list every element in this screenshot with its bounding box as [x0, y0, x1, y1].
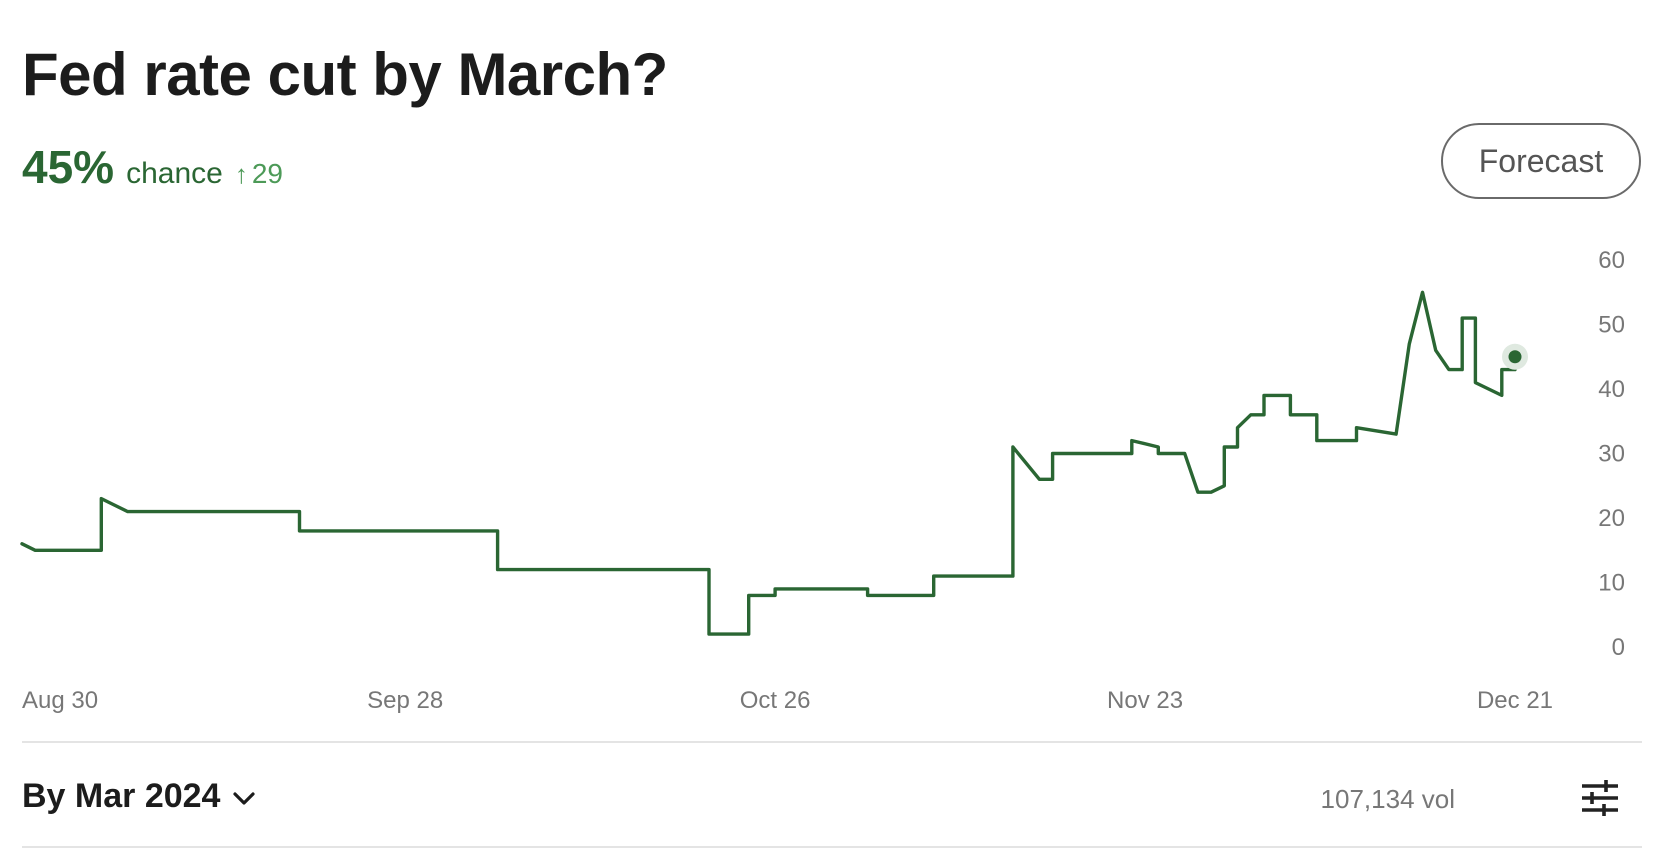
- x-tick-label: Sep 28: [367, 687, 443, 714]
- y-tick-label: 60: [1598, 247, 1625, 274]
- probability-line-chart: 0 10 20 30 40 50 60 Aug 30 Sep 28 Oct 26 Nov 23 Dec…: [20, 247, 1625, 714]
- chevron-down-icon: [232, 777, 256, 816]
- sliders-icon[interactable]: [1580, 778, 1620, 823]
- forecast-button[interactable]: Forecast: [1441, 123, 1641, 199]
- probability-change-value: 29: [251, 158, 283, 189]
- x-tick-label: Nov 23: [1107, 687, 1183, 714]
- y-tick-label: 0: [1612, 634, 1625, 661]
- y-tick-label: 20: [1598, 505, 1625, 532]
- probability-label: chance: [126, 157, 223, 190]
- arrow-up-icon: ↑: [234, 159, 248, 189]
- x-tick-label: Dec 21: [1477, 687, 1553, 714]
- probability-change: ↑ 29: [235, 158, 283, 190]
- y-tick-label: 50: [1598, 312, 1625, 339]
- probability-summary: 45% chance ↑ 29: [22, 140, 283, 194]
- probability-value: 45%: [22, 141, 115, 193]
- volume-text: 107,134 vol: [1320, 784, 1455, 814]
- last-point-marker: [1508, 350, 1522, 364]
- probability-series-line: [20, 290, 1517, 636]
- y-tick-label: 40: [1598, 376, 1625, 403]
- market-date-selector[interactable]: By Mar 2024: [22, 777, 256, 816]
- market-date-label: By Mar 2024: [22, 777, 221, 815]
- y-tick-label: 30: [1598, 441, 1625, 468]
- x-tick-label: Aug 30: [22, 687, 98, 714]
- x-tick-label: Oct 26: [740, 687, 811, 714]
- divider: [22, 741, 1642, 743]
- y-tick-label: 10: [1598, 570, 1625, 597]
- bottom-divider: [22, 846, 1642, 848]
- page-title: Fed rate cut by March?: [22, 41, 668, 108]
